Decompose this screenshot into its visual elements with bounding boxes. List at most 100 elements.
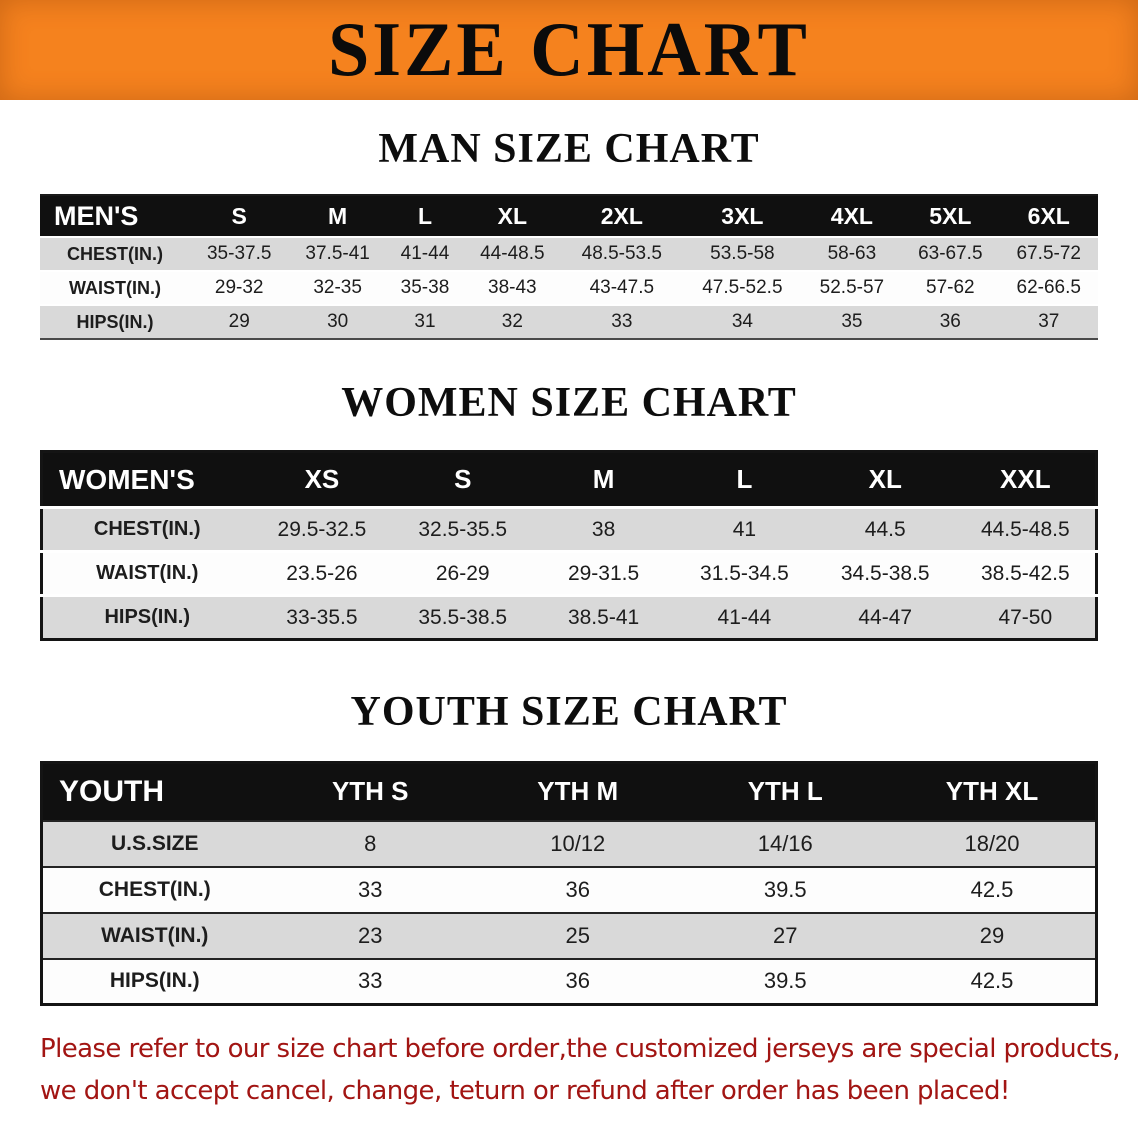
size-value-cell: 47.5-52.5 [702,277,783,298]
table-row: HIPS(IN.) 33 36 39.5 42.5 [41,958,1097,1005]
measurement-label: CHEST(IN.) [98,877,211,901]
table-row: WAIST(IN.) 29-32 32-35 35-38 38-43 43-47.5 47.… [40,271,1098,305]
size-header-row: MEN'S S M L XL 2XL 3XL 4XL 5XL 6XL [40,195,1098,237]
women-size-table: WOMEN'S XS S M L XL XXL CHEST(IN.) 29.5-32.5 32.5… [40,450,1098,641]
size-value-cell: 32-35 [313,277,362,298]
size-value-cell: 57-62 [926,277,975,298]
measurement-label: WAIST(IN.) [96,562,199,584]
measurement-label: WAIST(IN.) [101,923,209,947]
measurement-label: CHEST(IN.) [67,243,163,264]
measurement-label: CHEST(IN.) [93,518,201,540]
table-row: CHEST(IN.) 29.5-32.5 32.5-35.5 38 41 44.5 44.5… [41,507,1097,552]
size-value-cell: 33 [358,968,383,994]
size-value-cell: 23.5-26 [286,561,358,585]
size-value-cell: 32.5-35.5 [418,517,508,541]
table-title-cell: WOMEN'S [59,463,195,495]
youth-size-table: YOUTH YTH S YTH M YTH L YTH XL U.S.SIZE 8 10/12… [40,761,1098,1006]
size-value-cell: 36 [565,968,590,994]
size-value-cell: 29-32 [214,277,264,298]
size-value-cell: 32 [501,311,523,332]
size-value-cell: 62-66.5 [1016,277,1081,298]
table-row: CHEST(IN.) 33 36 39.5 42.5 [41,866,1097,913]
size-value-cell: 14/16 [757,830,813,856]
size-value-cell: 33-35.5 [286,605,358,629]
measurement-label: HIPS(IN.) [109,969,200,993]
measurement-label: U.S.SIZE [110,831,199,855]
youth-size-section: YOUTH SIZE CHART YOUTH YTH S YTH M YTH L YTH… [0,689,1138,1006]
youth-section-heading: YOUTH SIZE CHART [350,689,788,735]
size-header-row: WOMEN'S XS S M L XL XXL [41,451,1097,508]
size-value-cell: 44-48.5 [480,243,545,264]
size-value-cell: 35.5-38.5 [418,605,508,629]
size-value-cell: 33 [358,876,383,902]
size-value-cell: 18/20 [964,830,1020,856]
size-value-cell: 36 [565,876,590,902]
table-title-cell: MEN'S [54,200,139,231]
size-column-header: XL [497,202,528,229]
size-column-header: YTH M [537,776,619,807]
men-size-table: MEN'S S M L XL 2XL 3XL 4XL 5XL 6XL CHEST(IN.) 35-37… [40,194,1098,340]
size-value-cell: 39.5 [763,968,807,994]
table-row: WAIST(IN.) 23.5-26 26-29 29-31.5 31.5-34.5 34… [41,551,1097,596]
size-column-header: XS [304,464,340,494]
size-value-cell: 31 [414,311,436,332]
size-column-header: 6XL [1027,202,1070,229]
size-column-header: M [328,202,348,229]
size-header-row: YOUTH YTH S YTH M YTH L YTH XL [41,762,1097,821]
size-value-cell: 42.5 [970,968,1014,994]
size-value-cell: 26-29 [435,561,490,585]
size-column-header: S [231,202,247,229]
size-value-cell: 63-67.5 [918,243,983,264]
size-value-cell: 8 [364,830,377,856]
measurement-label: HIPS(IN.) [104,606,191,628]
size-value-cell: 67.5-72 [1016,243,1081,264]
size-value-cell: 23 [358,922,383,948]
size-value-cell: 10/12 [550,830,606,856]
size-value-cell: 31.5-34.5 [700,561,789,585]
table-row: HIPS(IN.) 29 30 31 32 33 34 35 36 37 [40,305,1098,339]
banner: SIZE CHART [0,0,1138,100]
women-section-heading: WOMEN SIZE CHART [341,380,797,426]
size-value-cell: 29.5-32.5 [277,517,367,541]
size-column-header: YTH XL [945,776,1039,807]
men-size-section: MAN SIZE CHART MEN'S S M L XL 2XL 3XL 4XL 5XL 6XL… [0,126,1138,340]
table-row: HIPS(IN.) 33-35.5 35.5-38.5 38.5-41 41-44 44-… [41,595,1097,640]
size-value-cell: 52.5-57 [819,277,885,298]
size-column-header: YTH S [331,776,409,807]
size-value-cell: 47-50 [998,605,1053,629]
size-value-cell: 36 [939,311,961,332]
size-value-cell: 38.5-42.5 [980,561,1070,585]
size-column-header: S [454,464,472,494]
table-row: WAIST(IN.) 23 25 27 29 [41,912,1097,959]
size-value-cell: 34 [731,311,753,332]
disclaimer: Please refer to our size chart before or… [40,1028,1138,1112]
measurement-label: WAIST(IN.) [69,277,161,298]
size-value-cell: 38-43 [488,277,537,298]
size-value-cell: 33 [611,311,633,332]
disclaimer-line-1: Please refer to our size chart before or… [40,1034,1121,1064]
size-value-cell: 53.5-58 [710,243,775,264]
size-value-cell: 44.5 [864,517,906,541]
size-value-cell: 38.5-41 [567,605,640,629]
page-title: SIZE CHART [328,6,810,93]
size-value-cell: 37.5-41 [305,243,370,264]
size-value-cell: 58-63 [827,243,877,264]
size-column-header: 4XL [830,202,873,229]
size-value-cell: 38 [591,517,616,541]
size-value-cell: 30 [327,311,349,332]
table-title-cell: YOUTH [59,774,164,808]
size-column-header: 5XL [929,202,972,229]
disclaimer-line-2: we don't accept cancel, change, teturn o… [40,1076,1010,1106]
size-value-cell: 37 [1038,311,1060,332]
size-value-cell: 29 [228,311,250,332]
size-value-cell: 44.5-48.5 [980,517,1070,541]
size-value-cell: 25 [565,922,590,948]
size-value-cell: 27 [773,922,798,948]
size-value-cell: 29 [979,922,1005,948]
size-value-cell: 48.5-53.5 [581,243,662,264]
size-value-cell: 39.5 [763,876,807,902]
table-row: CHEST(IN.) 35-37.5 37.5-41 41-44 44-48.5 48.5… [40,237,1098,271]
men-section-heading: MAN SIZE CHART [378,126,760,172]
measurement-label: HIPS(IN.) [76,311,154,332]
